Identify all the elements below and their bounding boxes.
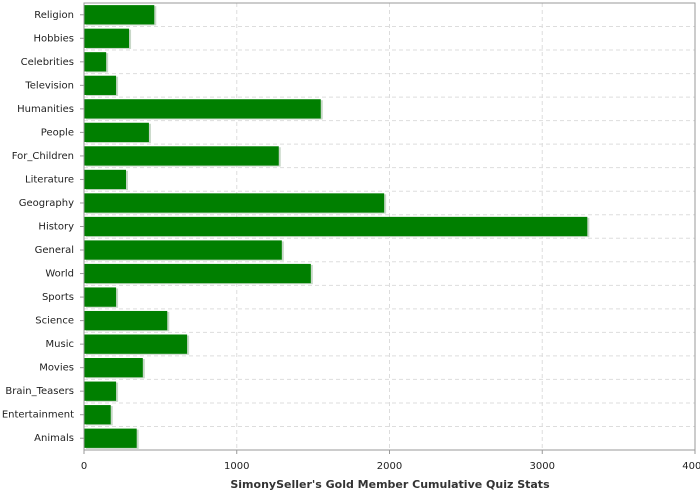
x-tick-label: 0 xyxy=(81,461,87,472)
bar xyxy=(84,381,117,401)
bar xyxy=(84,146,279,166)
bar xyxy=(84,28,130,48)
bar xyxy=(84,428,137,448)
bar xyxy=(84,287,117,307)
y-tick-label: Humanities xyxy=(17,104,74,115)
x-tick-label: 3000 xyxy=(530,461,555,472)
y-tick-label: People xyxy=(41,127,74,138)
y-tick-label: Science xyxy=(35,316,74,327)
bar xyxy=(84,52,107,72)
y-tick-label: Entertainment xyxy=(2,410,74,421)
bar xyxy=(84,405,111,425)
x-tick-label: 2000 xyxy=(377,461,402,472)
y-tick-label: Movies xyxy=(39,363,74,374)
y-tick-label: Animals xyxy=(34,433,74,444)
y-tick-label: Music xyxy=(46,339,74,350)
bar xyxy=(84,193,385,213)
bar xyxy=(84,122,149,143)
bar xyxy=(84,5,155,25)
y-tick-label: Celebrities xyxy=(21,57,74,68)
y-tick-label: Geography xyxy=(19,198,74,209)
bar xyxy=(84,75,117,95)
bar xyxy=(84,216,588,237)
y-tick-label: World xyxy=(45,269,74,280)
y-tick-label: History xyxy=(38,222,74,233)
bar xyxy=(84,358,143,378)
bar xyxy=(84,263,311,284)
y-tick-label: Brain_Teasers xyxy=(5,386,74,397)
bar xyxy=(84,169,127,190)
y-tick-label: Hobbies xyxy=(34,33,74,44)
y-tick-label: For_Children xyxy=(12,151,74,162)
bar xyxy=(84,240,282,260)
bar xyxy=(84,310,168,331)
plot-border xyxy=(83,2,696,451)
bar xyxy=(84,334,188,354)
y-tick-label: Religion xyxy=(34,10,74,21)
bar xyxy=(84,99,321,119)
x-tick-label: 4000 xyxy=(682,461,700,472)
y-tick-label: Sports xyxy=(42,292,74,303)
y-tick-label: Literature xyxy=(25,174,74,185)
y-tick-label: Television xyxy=(24,80,74,91)
axis-title: SimonySeller's Gold Member Cumulative Qu… xyxy=(230,478,550,491)
x-tick-label: 1000 xyxy=(224,461,249,472)
y-tick-label: General xyxy=(35,245,74,256)
